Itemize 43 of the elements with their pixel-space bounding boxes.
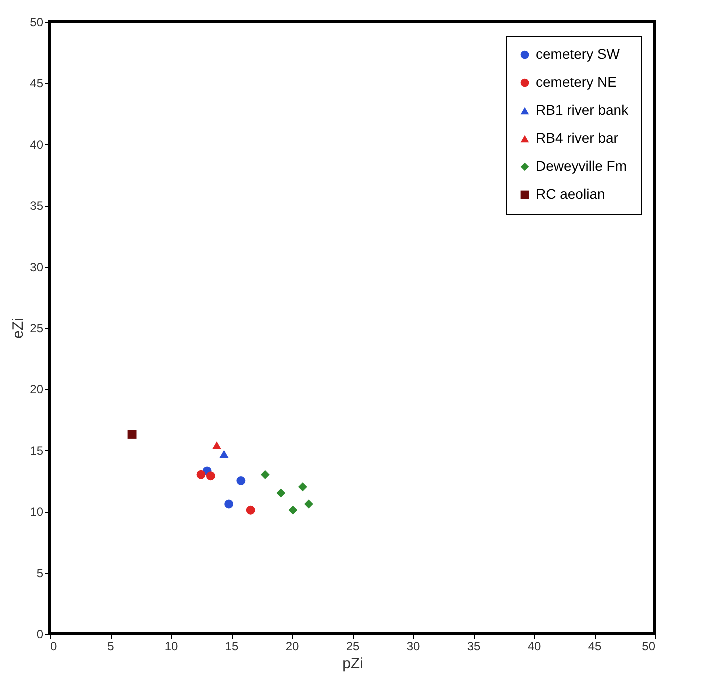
point bbox=[128, 430, 137, 439]
y-tick-label: 5 bbox=[36, 566, 44, 580]
x-tick-label: 15 bbox=[225, 640, 239, 654]
y-tick-label: 0 bbox=[36, 628, 44, 642]
point bbox=[260, 470, 270, 480]
x-tick-label: 35 bbox=[467, 640, 481, 654]
x-tick-label: 30 bbox=[406, 640, 420, 654]
point bbox=[276, 488, 286, 498]
legend-label: RB1 river bank bbox=[536, 102, 630, 118]
x-tick-label: 45 bbox=[588, 640, 602, 654]
y-tick-label: 25 bbox=[30, 322, 44, 336]
y-tick-label: 10 bbox=[30, 505, 44, 520]
y-tick-label: 15 bbox=[30, 444, 44, 458]
point bbox=[206, 472, 216, 481]
point bbox=[224, 500, 234, 509]
point bbox=[298, 482, 308, 492]
legend-label: cemetery SW bbox=[536, 46, 621, 62]
point bbox=[288, 506, 298, 515]
y-tick-label: 35 bbox=[30, 199, 44, 214]
x-tick-label: 5 bbox=[108, 640, 115, 654]
legend-label: cemetery NE bbox=[536, 74, 617, 90]
legend-label: RB4 river bar bbox=[536, 130, 619, 146]
x-tick-label: 10 bbox=[164, 640, 178, 654]
legend-label: Deweyville Fm bbox=[536, 158, 628, 174]
x-tick-label: 20 bbox=[286, 640, 300, 654]
y-tick-label: 20 bbox=[30, 382, 44, 397]
y-axis-title: eZi bbox=[10, 318, 28, 339]
x-tick-label: 25 bbox=[346, 640, 360, 654]
y-tick-label: 50 bbox=[30, 16, 44, 30]
x-tick-label: 50 bbox=[642, 640, 656, 654]
x-axis-title: pZi bbox=[342, 656, 364, 672]
point bbox=[246, 506, 256, 515]
y-tick-label: 30 bbox=[30, 260, 44, 274]
x-tick-label: 40 bbox=[528, 640, 542, 654]
point bbox=[196, 470, 206, 480]
point bbox=[212, 442, 222, 450]
legend-label: RC aeolian bbox=[536, 186, 606, 202]
point bbox=[304, 500, 314, 509]
point bbox=[236, 476, 246, 486]
point bbox=[220, 450, 229, 458]
y-tick-label: 40 bbox=[30, 138, 44, 152]
y-tick-label: 45 bbox=[30, 76, 44, 91]
x-tick-label: 0 bbox=[50, 640, 58, 654]
